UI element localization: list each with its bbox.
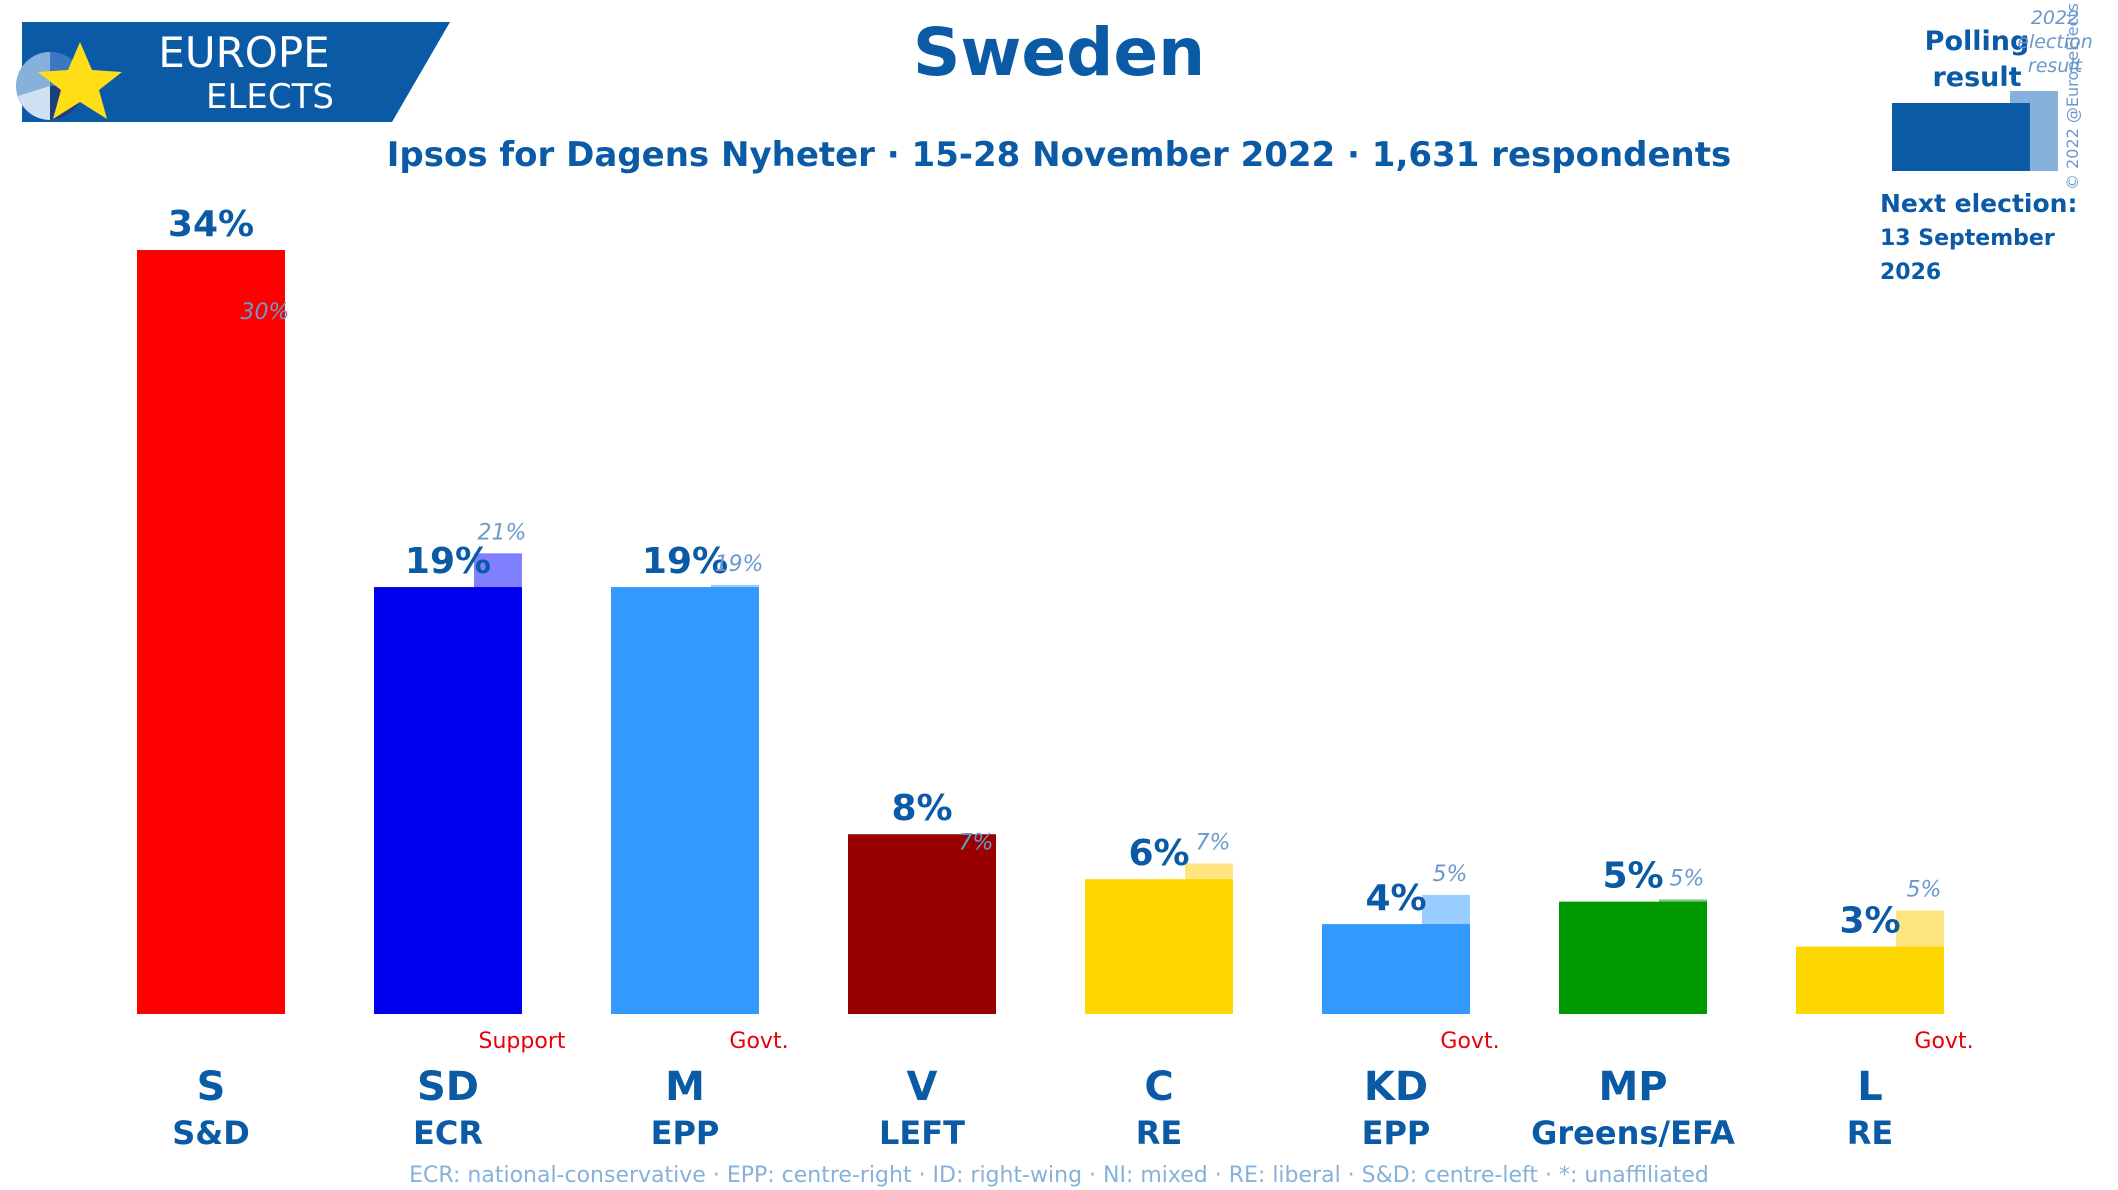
group-label-M: EPP xyxy=(651,1114,720,1152)
legend-election-line2: election xyxy=(2017,31,2093,53)
value-label-poll-SD: 19% xyxy=(405,541,491,582)
value-label-poll-C: 6% xyxy=(1128,833,1189,874)
group-label-SD: ECR xyxy=(413,1114,483,1152)
value-label-election-KD: 5% xyxy=(1433,862,1468,887)
chart-title: Sweden xyxy=(912,14,1206,91)
value-label-election-M: 19% xyxy=(715,552,764,577)
group-footnote: ECR: national-conservative · EPP: centre… xyxy=(409,1163,1709,1188)
value-label-election-C: 7% xyxy=(1196,830,1231,855)
bar-poll-MP xyxy=(1559,901,1707,1014)
chart-subtitle: Ipsos for Dagens Nyheter · 15-28 Novembe… xyxy=(386,135,1732,175)
bar-poll-SD xyxy=(374,587,522,1014)
value-label-poll-S: 34% xyxy=(168,204,254,245)
status-label-KD: Govt. xyxy=(1440,1029,1499,1054)
legend-polling-line1: Polling xyxy=(1924,26,2030,57)
bar-poll-L xyxy=(1796,946,1944,1014)
value-label-election-S: 30% xyxy=(241,300,290,325)
europe-elects-logo: EUROPE ELECTS xyxy=(16,22,450,122)
group-label-V: LEFT xyxy=(879,1114,965,1152)
value-label-poll-L: 3% xyxy=(1839,901,1900,942)
value-label-election-MP: 5% xyxy=(1670,866,1705,891)
logo-text-elects: ELECTS xyxy=(206,77,334,117)
bar-poll-KD xyxy=(1322,924,1470,1014)
legend-election-label: 2022 election result xyxy=(2012,6,2098,78)
value-label-election-L: 5% xyxy=(1907,878,1942,903)
status-label-L: Govt. xyxy=(1914,1029,1973,1054)
party-label-MP: MP xyxy=(1598,1064,1667,1110)
bar-poll-C xyxy=(1085,879,1233,1014)
value-label-poll-M: 19% xyxy=(642,541,728,582)
bar-poll-S xyxy=(137,250,285,1014)
logo-text-europe: EUROPE xyxy=(158,28,329,77)
party-label-V: V xyxy=(907,1064,938,1110)
status-label-SD: Support xyxy=(479,1029,566,1054)
group-label-MP: Greens/EFA xyxy=(1531,1114,1735,1152)
legend-polling-swatch xyxy=(1892,103,2030,171)
party-label-L: L xyxy=(1857,1064,1883,1110)
legend-election-line3: result xyxy=(2027,55,2083,77)
group-label-KD: EPP xyxy=(1362,1114,1431,1152)
legend-polling-line2: result xyxy=(1932,62,2022,93)
group-label-L: RE xyxy=(1847,1114,1894,1152)
value-label-poll-KD: 4% xyxy=(1365,878,1426,919)
legend-polling-label: Polling result xyxy=(1892,24,2062,96)
party-label-S: S xyxy=(197,1064,226,1110)
group-label-C: RE xyxy=(1136,1114,1183,1152)
legend: Polling result 2022 election result Next… xyxy=(1880,0,2118,285)
legend-election-line1: 2022 xyxy=(2030,7,2080,29)
status-label-M: Govt. xyxy=(729,1029,788,1054)
party-label-C: C xyxy=(1144,1064,1173,1110)
value-label-poll-MP: 5% xyxy=(1602,856,1663,897)
next-election-date: 13 September 2026 xyxy=(1880,226,2055,285)
value-label-election-V: 7% xyxy=(959,830,994,855)
party-label-KD: KD xyxy=(1364,1064,1428,1110)
group-label-S: S&D xyxy=(172,1114,250,1152)
copyright-notice: © 2022 @EuropeElects xyxy=(2063,3,2082,190)
next-election-label: Next election: xyxy=(1880,189,2078,218)
party-label-SD: SD xyxy=(417,1064,479,1110)
party-label-M: M xyxy=(665,1064,705,1110)
value-label-election-SD: 21% xyxy=(478,520,527,545)
bar-poll-V xyxy=(848,834,996,1014)
value-label-poll-V: 8% xyxy=(891,788,952,829)
bar-poll-M xyxy=(611,587,759,1014)
